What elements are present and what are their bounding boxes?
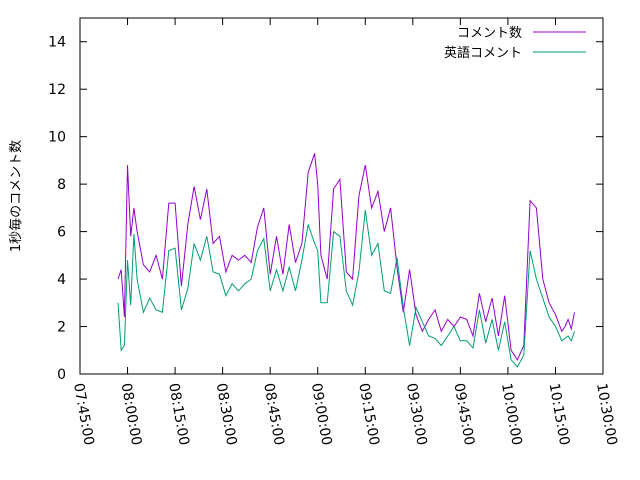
plot-frame (79, 17, 604, 375)
y-tick-label: 6 (57, 225, 66, 241)
y-tick-label: 14 (48, 35, 66, 51)
legend-label-2: 英語コメント (444, 45, 522, 61)
x-tick-label: 08:30:00 (213, 382, 240, 447)
x-axis: 07:45:00 08:00:00 08:15:00 08:30:00 08:45:00… (70, 18, 620, 447)
series-line-1 (117, 153, 575, 361)
x-tick-label: 08:00:00 (118, 382, 145, 447)
y-tick-label: 2 (57, 320, 66, 336)
x-tick-label: 09:30:00 (403, 382, 430, 447)
x-tick-label: 10:15:00 (546, 382, 573, 447)
x-tick-label: 07:45:00 (70, 382, 97, 447)
y-tick-label: 4 (57, 272, 66, 288)
x-tick-label: 08:15:00 (165, 382, 192, 447)
x-tick-label: 09:45:00 (450, 382, 477, 447)
series-layer (117, 153, 575, 368)
y-tick-label: 0 (57, 367, 66, 383)
x-tick-label: 10:30:00 (593, 382, 620, 447)
y-tick-label: 10 (48, 130, 66, 146)
y-axis: 0 2 4 6 8 10 12 14 (48, 35, 603, 383)
x-tick-label: 09:00:00 (308, 382, 335, 447)
legend-label-1: コメント数 (457, 26, 522, 41)
y-axis-title: 1秒毎のコメント数 (8, 140, 24, 252)
y-tick-label: 12 (48, 82, 66, 98)
x-tick-label: 09:15:00 (355, 382, 382, 447)
x-tick-label: 10:00:00 (498, 382, 525, 447)
x-tick-label: 08:45:00 (260, 382, 287, 447)
y-tick-label: 8 (57, 177, 66, 193)
series-line-2 (117, 210, 575, 368)
